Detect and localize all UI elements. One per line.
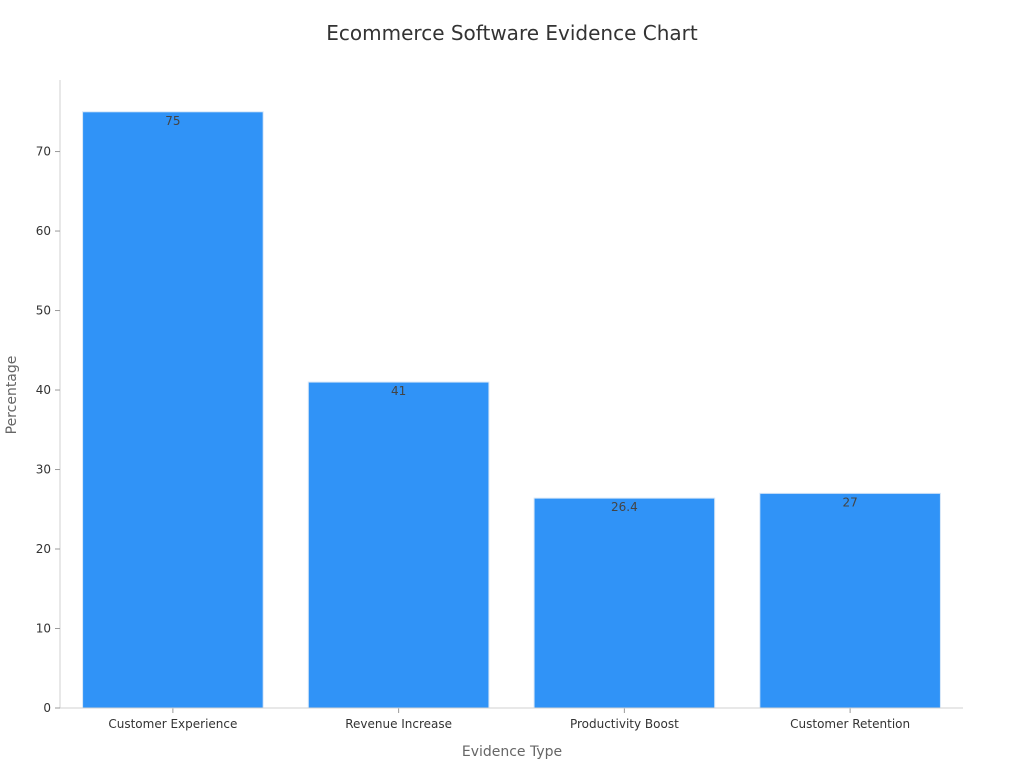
bar: [533, 497, 716, 709]
y-tick-label: 20: [36, 542, 51, 556]
y-tick-label: 50: [36, 304, 51, 318]
bar: [307, 381, 490, 709]
bar: [759, 492, 941, 709]
x-tick-label: Customer Retention: [790, 717, 910, 731]
bar-value-label: 75: [165, 114, 180, 128]
bar-value-label: 41: [391, 384, 406, 398]
bar-value-label: 26.4: [611, 500, 638, 514]
y-tick-label: 70: [36, 145, 51, 159]
bar-value-label: 27: [842, 495, 857, 509]
y-tick-label: 40: [36, 383, 51, 397]
y-tick-label: 60: [36, 224, 51, 238]
y-axis-label: Percentage: [4, 356, 20, 435]
y-tick-label: 10: [36, 622, 51, 636]
y-tick-label: 30: [36, 463, 51, 477]
axes-layer: Customer Experience Revenue Increase Produ…: [36, 80, 963, 731]
x-tick-label: Revenue Increase: [345, 717, 452, 731]
chart-title: Ecommerce Software Evidence Chart: [326, 21, 698, 45]
bars-layer: 75 41 26.4 27: [82, 111, 941, 709]
x-tick-label: Productivity Boost: [570, 717, 679, 731]
x-tick-label: Customer Experience: [108, 717, 237, 731]
bar: [82, 111, 264, 709]
y-tick-label: 0: [43, 701, 51, 715]
x-axis-label: Evidence Type: [462, 744, 562, 760]
